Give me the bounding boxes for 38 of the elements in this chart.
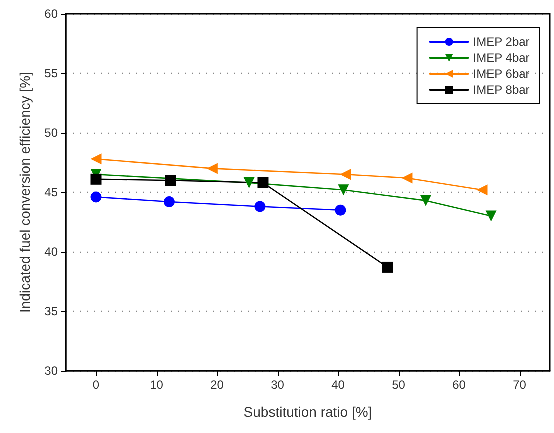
point <box>338 184 350 196</box>
point <box>382 262 394 273</box>
point <box>420 195 432 206</box>
legend-label: IMEP 2bar <box>473 35 530 49</box>
x-tick-label: 50 <box>392 378 406 392</box>
legend-label: IMEP 4bar <box>473 51 530 65</box>
x-tick-label: 30 <box>271 378 285 392</box>
point <box>340 169 352 180</box>
x-axis-title: Substitution ratio [%] <box>244 404 372 420</box>
point <box>164 196 175 208</box>
point <box>486 210 497 222</box>
y-tick-label: 35 <box>44 304 58 318</box>
x-tick-label: 40 <box>332 378 346 392</box>
y-tick-label: 50 <box>44 126 58 140</box>
y-tick-label: 55 <box>44 66 58 80</box>
y-tick-label: 45 <box>44 186 58 200</box>
point <box>90 192 102 203</box>
point <box>402 172 413 184</box>
point <box>206 163 218 174</box>
x-tick-label: 20 <box>210 378 224 392</box>
x-tick-label: 10 <box>150 378 164 392</box>
point <box>165 175 176 186</box>
y-tick-label: 40 <box>44 245 58 259</box>
point <box>244 177 255 188</box>
y-tick-label: 60 <box>44 7 58 21</box>
y-tick-label: 30 <box>44 364 58 378</box>
point <box>476 184 488 196</box>
x-tick-label: 70 <box>513 378 527 392</box>
point <box>90 154 102 165</box>
point <box>90 174 102 185</box>
point <box>335 204 346 216</box>
x-tick-label: 60 <box>452 378 466 392</box>
x-tick-label: 0 <box>92 378 100 392</box>
point <box>254 201 266 212</box>
legend-label: IMEP 6bar <box>473 67 530 81</box>
point <box>258 177 269 188</box>
legend-label: IMEP 8bar <box>473 83 530 97</box>
y-axis-title: Indicated fuel conversion efficiency [%] <box>17 72 33 313</box>
